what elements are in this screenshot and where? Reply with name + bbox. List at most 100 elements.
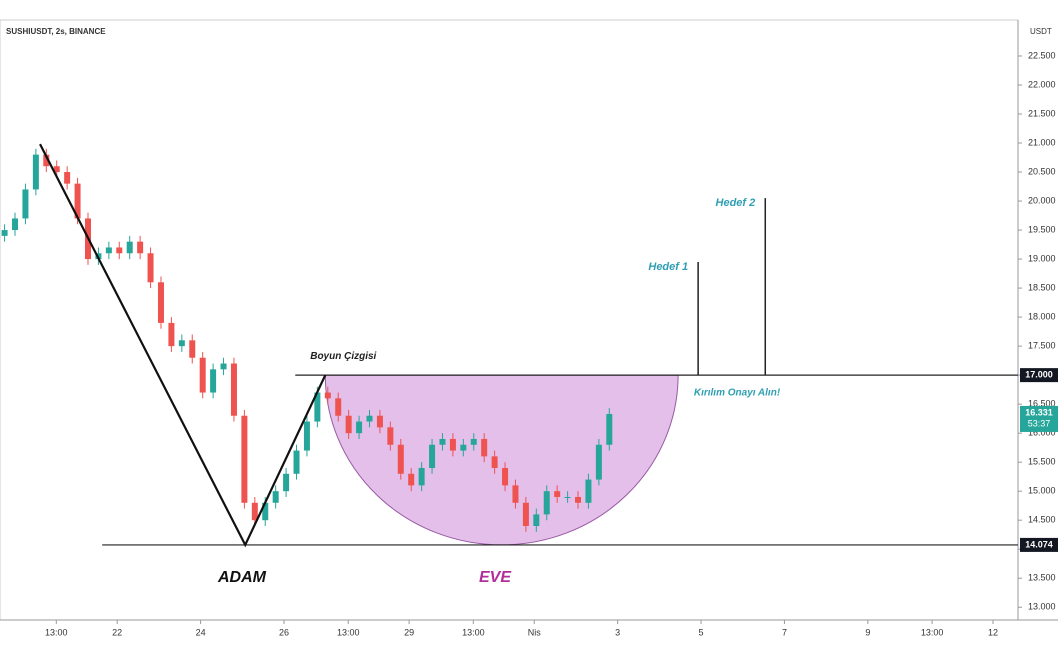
x-tick-label: 5: [699, 627, 704, 637]
candle-body: [1, 230, 8, 236]
candle-body: [137, 241, 144, 254]
x-tick-label: 22: [112, 627, 122, 637]
x-tick-label: 13:00: [45, 627, 68, 637]
candle-body: [376, 415, 383, 428]
trend-line: [39, 143, 327, 548]
support-line-price-box: [1020, 537, 1058, 552]
candle-body: [460, 444, 467, 451]
breakout-note: Kırılım Onayı Alın!: [694, 388, 781, 399]
candle-body: [303, 421, 310, 451]
candle-body: [241, 415, 248, 503]
candle-body: [470, 438, 477, 445]
candle-body: [53, 166, 60, 173]
x-tick-label: 3: [615, 627, 620, 637]
candle-body: [189, 340, 196, 358]
y-tick-label: 16.500: [1028, 399, 1056, 409]
candle-body: [210, 369, 217, 393]
candle-body: [439, 438, 446, 445]
x-tick-label: 12: [988, 627, 998, 637]
candle-body: [314, 392, 321, 422]
candle-body: [408, 473, 415, 486]
candle-body: [595, 444, 602, 480]
candle-body: [168, 322, 175, 347]
y-tick-label: 22.000: [1028, 79, 1056, 89]
x-tick-label: Nis: [528, 627, 541, 637]
y-tick-label: 18.000: [1028, 311, 1056, 321]
candle-body: [12, 218, 19, 231]
candle-body: [283, 473, 290, 492]
x-tick-label: 29: [404, 627, 414, 637]
candle-body: [335, 398, 342, 416]
candle-body: [64, 172, 71, 184]
candle-body: [554, 491, 561, 497]
y-tick-label: 15.000: [1028, 486, 1056, 496]
chart-title: SUSHIUSDT, 2s, BINANCE: [6, 27, 106, 36]
candle-body: [585, 479, 592, 503]
candle-body: [345, 415, 352, 434]
candle-body: [220, 363, 227, 370]
x-tick-label: 13:00: [921, 627, 944, 637]
x-tick-label: 24: [196, 627, 206, 637]
countdown-label: 53:37: [1028, 418, 1051, 428]
x-tick-label: 13:00: [462, 627, 485, 637]
candle-body: [199, 357, 206, 393]
last-price-box: [1020, 405, 1058, 432]
y-tick-label: 21.500: [1028, 108, 1056, 118]
candle-body: [533, 514, 540, 526]
candle-body: [502, 467, 509, 486]
candle-body: [32, 154, 39, 190]
candle-body: [418, 467, 425, 486]
candle-body: [324, 392, 331, 399]
candle-body: [512, 485, 519, 503]
y-tick-label: 22.500: [1028, 50, 1056, 60]
x-tick-label: 7: [782, 627, 787, 637]
candle-body: [22, 189, 29, 219]
x-tick-label: 13:00: [337, 627, 360, 637]
y-tick-label: 14.500: [1028, 515, 1056, 525]
y-tick-label: 16.000: [1028, 428, 1056, 438]
candle-body: [178, 340, 185, 347]
top-strip: [0, 0, 1058, 20]
candle-body: [116, 247, 123, 254]
x-tick-label: 9: [865, 627, 870, 637]
candle-body: [157, 282, 164, 323]
target-label: Hedef 1: [648, 261, 688, 273]
y-tick-label: 13.500: [1028, 573, 1056, 583]
neckline-price-label: 17.000: [1025, 370, 1053, 380]
candle-body: [543, 491, 550, 515]
candle-body: [606, 414, 613, 445]
candle-body: [429, 444, 436, 468]
neckline-label: Boyun Çizgisi: [310, 351, 376, 362]
candle-body: [356, 421, 363, 434]
y-tick-label: 21.000: [1028, 137, 1056, 147]
support-line-price-label: 14.074: [1025, 539, 1053, 549]
x-tick-label: 26: [279, 627, 289, 637]
candle-body: [564, 496, 571, 498]
y-tick-label: 19.500: [1028, 224, 1056, 234]
y-tick-label: 13.000: [1028, 602, 1056, 612]
candle-body: [230, 363, 237, 416]
candle-body: [74, 183, 81, 219]
y-tick-label: 17.500: [1028, 340, 1056, 350]
candle-body: [491, 456, 498, 468]
candle-body: [272, 491, 279, 503]
candle-body: [105, 247, 112, 254]
candle-body: [397, 444, 404, 474]
candle-body: [43, 154, 50, 167]
candle-body: [262, 502, 269, 521]
candle-body: [366, 415, 373, 422]
y-tick-label: 20.000: [1028, 195, 1056, 205]
y-axis-label: USDT: [1030, 27, 1052, 36]
candle-body: [293, 450, 300, 474]
candle-body: [522, 502, 529, 526]
last-price-label: 16.331: [1025, 407, 1053, 417]
y-tick-label: 20.500: [1028, 166, 1056, 176]
y-tick-label: 18.500: [1028, 282, 1056, 292]
y-tick-label: 19.000: [1028, 253, 1056, 263]
candle-body: [481, 438, 488, 457]
candle-body: [387, 427, 394, 445]
head-label: ADAM: [217, 569, 267, 586]
candle-body: [251, 502, 258, 521]
neckline-price-box: [1020, 368, 1058, 383]
